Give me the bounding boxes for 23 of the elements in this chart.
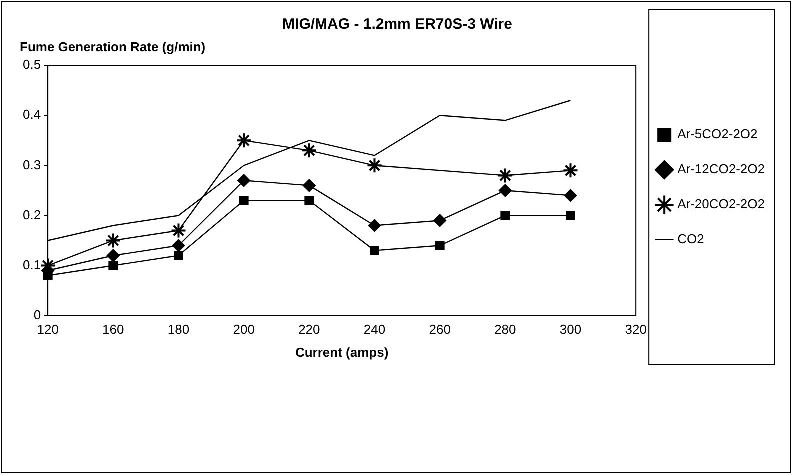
legend-label: CO2	[678, 232, 704, 247]
legend-label: Ar-5CO2-2O2	[678, 126, 758, 142]
y-tick-label: 0.4	[22, 107, 42, 122]
legend-label: Ar-20CO2-2O2	[678, 196, 765, 212]
legend-label: Ar-12CO2-2O2	[678, 162, 765, 177]
x-tick-label: 180	[168, 322, 190, 338]
x-tick-label: 200	[233, 322, 255, 338]
x-tick-label: 120	[37, 322, 59, 338]
x-tick-label: 280	[494, 322, 516, 338]
y-tick-label: 0	[34, 307, 42, 322]
y-tick-label: 0.1	[22, 257, 42, 272]
y-axis-title: Fume Generation Rate (g/min)	[20, 39, 206, 54]
x-tick-label: 160	[102, 322, 124, 338]
x-axis-title: Current (amps)	[295, 344, 389, 360]
y-tick-label: 0.3	[22, 157, 42, 172]
y-tick-label: 0.5	[22, 57, 42, 72]
x-tick-label: 300	[560, 322, 582, 338]
chart-title: MIG/MAG - 1.2mm ER70S-3 Wire	[282, 16, 512, 34]
x-tick-label: 220	[298, 322, 320, 338]
y-tick-label: 0.2	[22, 207, 42, 222]
x-tick-label: 260	[429, 322, 451, 338]
x-tick-label: 240	[364, 322, 386, 338]
x-tick-label: 320	[625, 322, 647, 338]
